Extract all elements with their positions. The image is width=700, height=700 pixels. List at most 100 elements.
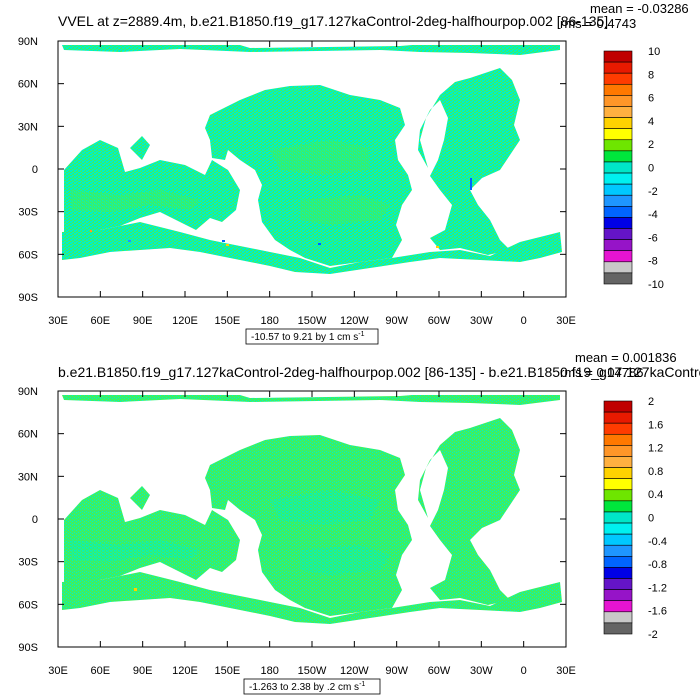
x-tick-label: 150W [298,665,327,677]
colorbar-label: 0.4 [648,489,663,501]
colorbar-label: 1.2 [648,443,663,455]
x-tick-label: 120E [172,665,198,677]
x-tick-label: 90W [385,315,408,327]
ocean-bands [70,490,390,575]
colorbar-bin [603,467,633,479]
panel-1-mean: mean = -0.03286 [590,1,689,16]
colorbar-label: 2 [648,396,654,408]
colorbar-label: -2 [648,629,658,641]
y-tick-label: 90N [18,36,38,48]
colorbar-bin [603,578,633,590]
x-tick-label: 120E [172,315,198,327]
y-tick-label: 60N [18,79,38,91]
hotspot [226,244,229,246]
panel-1-contour-info: -10.57 to 9.21 by 1 cm s-1 [245,328,379,345]
colorbar-bin [603,150,633,163]
ocean-field [62,45,562,274]
panel-1-colorbar-labels: 10 8 6 4 2 0 -2 -4 -6 -8 -10 [648,46,664,291]
colorbar-bin [603,422,633,435]
colorbar-bin [603,228,633,240]
colorbar-bin [603,72,633,85]
contour-info: -1.263 to 2.38 by .2 cm s [249,682,359,693]
x-tick-label: 30E [556,665,576,677]
colorbar-bin [603,456,633,468]
colorbar-bin [603,61,633,74]
hotspot [470,178,472,190]
ocean-bands [70,140,390,225]
colorbar-bin [603,250,633,263]
colorbar-bin [603,139,633,152]
colorbar-label: -8 [648,256,658,268]
hotspot [222,240,225,242]
colorbar-bin [603,217,633,229]
colorbar-bin [603,500,633,513]
colorbar-bin [603,117,633,129]
map-ticks [57,390,567,648]
contour-unit-exp: -1 [359,681,365,688]
map-ticks [57,40,567,298]
southern-ocean [62,572,562,624]
y-tick-label: 60S [18,249,38,261]
panel-2-map: 30E 60E 90E 120E 150E 180 150W 120W 90W 60W 30W 0 30… [18,386,576,677]
colorbar-bin [603,400,633,413]
arctic-ocean [62,395,560,405]
contour-info-text: -1.263 to 2.38 by .2 cm s-1 [249,681,365,693]
colorbar-bin [603,83,633,96]
hotspot [134,588,137,591]
colorbar-bin [603,544,633,557]
panel-1-map: 30E 60E 90E 120E 150E 180 150W 120W 90W 60W 30W 0 30… [18,36,576,327]
colorbar-bin [603,589,633,602]
y-tick-label: 30N [18,121,38,133]
colorbar-label: 1.6 [648,419,663,431]
colorbar-label: -2 [648,186,658,198]
y-tick-labels: 90N 60N 30N 0 30S 60S 90S [18,386,38,654]
colorbar-label: 4 [648,116,654,128]
x-tick-label: 180 [260,315,278,327]
x-tick-label: 60E [91,315,111,327]
panel-1-rms: rms = 0.4743 [560,16,636,31]
panel-2-colorbar-labels: 2 1.6 1.2 0.8 0.4 0 -0.4 -0.8 -1.2 -1.6 -2 [648,396,667,641]
colorbar-label: -4 [648,209,658,221]
colorbar-bin [603,411,633,424]
colorbar-bin [603,489,633,502]
colorbar-bin [603,567,633,579]
colorbar-label: 10 [648,46,660,58]
panel-1-colorbar [603,50,633,285]
panel-1-title: VVEL at z=2889.4m, b.e21.B1850.f19_g17.1… [58,13,608,29]
colorbar-bin [603,600,633,613]
x-tick-label: 120W [340,315,369,327]
colorbar-bin [603,622,633,635]
colorbar-bin [603,611,633,624]
y-tick-label: 0 [32,164,38,176]
x-tick-labels: 30E 60E 90E 120E 150E 180 150W 120W 90W 60W 30W 0 30… [48,665,576,677]
x-tick-label: 0 [521,665,527,677]
colorbar-bin [603,433,633,446]
y-tick-label: 90S [18,292,38,304]
x-tick-label: 30E [48,665,68,677]
colorbar-label: 0 [648,513,654,525]
x-tick-label: 30E [556,315,576,327]
colorbar-bin [603,95,633,107]
panel-2-contour-info: -1.263 to 2.38 by .2 cm s-1 [243,678,381,695]
panel-2-mean: mean = 0.001836 [575,350,677,365]
colorbar-bin [603,161,633,174]
colorbar-label: 2 [648,139,654,151]
y-tick-label: 0 [32,514,38,526]
colorbar-bin [603,511,633,524]
y-tick-label: 90N [18,386,38,398]
colorbar-label: 6 [648,93,654,105]
colorbar-label: -6 [648,232,658,244]
colorbar-bin [603,522,633,535]
atlantic-ocean [418,68,520,255]
colorbar-label: 0.8 [648,466,663,478]
x-tick-label: 30W [470,665,493,677]
colorbar-label: -10 [648,279,664,291]
colorbar-bin [603,128,633,141]
hotspots [90,178,472,248]
info-box [243,678,381,695]
y-tick-label: 30S [18,207,38,219]
colorbar-label: -0.8 [648,559,667,571]
arctic-ocean [62,45,560,55]
x-tick-label: 120W [340,665,369,677]
